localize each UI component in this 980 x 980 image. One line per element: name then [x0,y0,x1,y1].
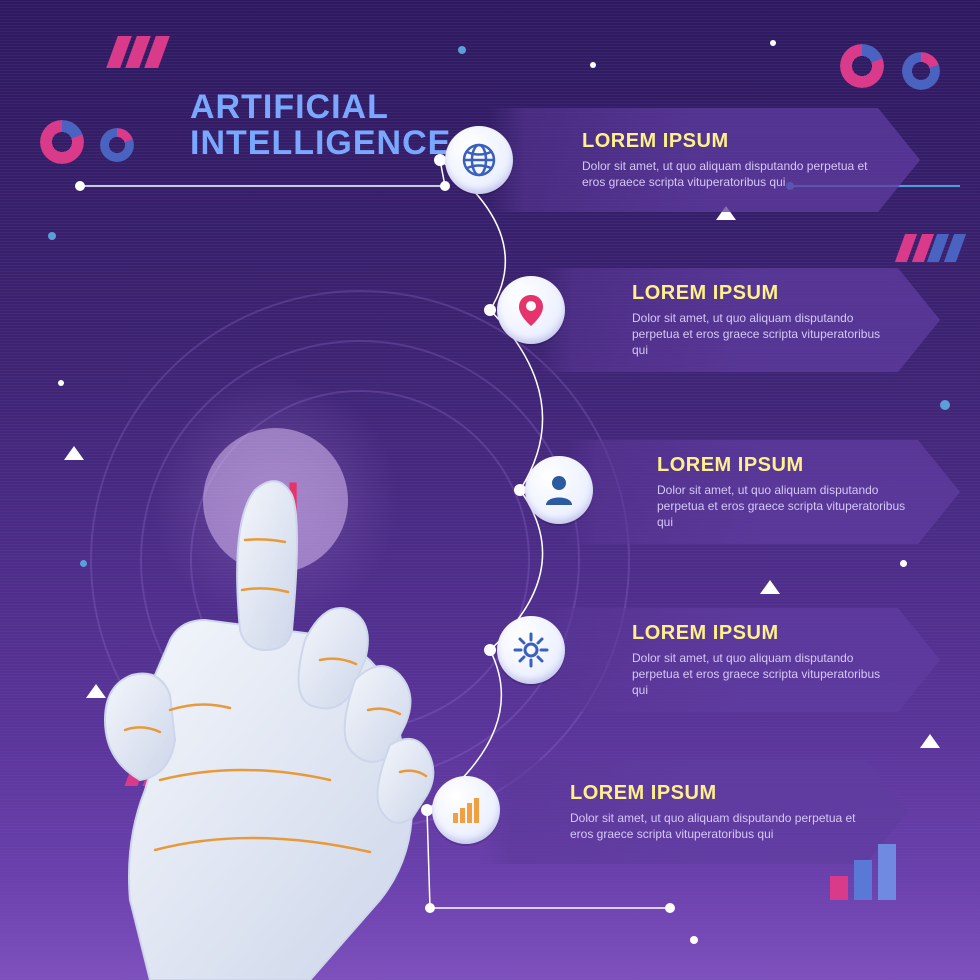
slash-bars-decoration [900,234,929,262]
pin-icon [497,276,565,344]
info-banner-1: LOREM IPSUM Dolor sit amet, ut quo aliqua… [540,268,940,372]
info-banner-2: LOREM IPSUM Dolor sit amet, ut quo aliqua… [565,440,960,544]
donut-decoration [40,120,84,164]
banner-text-block: LOREM IPSUM Dolor sit amet, ut quo aliqua… [540,622,940,699]
mini-chart-bar [854,860,872,900]
banner-heading: LOREM IPSUM [632,282,890,305]
dot-decoration [48,232,56,240]
donut-decoration [100,128,134,162]
dot-decoration [940,400,950,410]
banner-body: Dolor sit amet, ut quo aliquam disputand… [632,310,890,359]
mini-bar-chart [830,844,896,900]
banner-heading: LOREM IPSUM [657,454,910,477]
info-banner-0: LOREM IPSUM Dolor sit amet, ut quo aliqua… [490,108,920,212]
gear-icon [497,616,565,684]
banner-heading: LOREM IPSUM [632,622,890,645]
banner-text-block: LOREM IPSUM Dolor sit amet, ut quo aliqua… [565,454,960,531]
donut-decoration [902,52,940,90]
dot-decoration [690,936,698,944]
banner-heading: LOREM IPSUM [582,130,870,153]
robotic-hand-illustration [70,480,450,980]
title-line1: ARTIFICIAL [190,90,451,126]
mini-chart-bar [830,876,848,900]
dot-decoration [770,40,776,46]
banner-body: Dolor sit amet, ut quo aliquam disputand… [582,158,870,190]
triangle-decoration [64,446,84,460]
banner-body: Dolor sit amet, ut quo aliquam disputand… [632,650,890,699]
banner-body: Dolor sit amet, ut quo aliquam disputand… [657,482,910,531]
main-title: ARTIFICIAL INTELLIGENCE [190,90,451,161]
mini-chart-bar [878,844,896,900]
banner-text-block: LOREM IPSUM Dolor sit amet, ut quo aliqua… [490,130,920,190]
banner-heading: LOREM IPSUM [570,782,858,805]
infographic-canvas: ARTIFICIAL INTELLIGENCE AI LOREM IPSUMDo… [0,0,980,980]
slash-bars-decoration [112,36,164,68]
banner-body: Dolor sit amet, ut quo aliquam disputand… [570,810,858,842]
dot-decoration [58,380,64,386]
triangle-decoration [920,734,940,748]
donut-decoration [840,44,884,88]
globe-icon [445,126,513,194]
title-line2: INTELLIGENCE [190,126,451,162]
banner-text-block: LOREM IPSUM Dolor sit amet, ut quo aliqua… [540,282,940,359]
banner-text-block: LOREM IPSUM Dolor sit amet, ut quo aliqua… [478,782,908,842]
person-icon [525,456,593,524]
slash-bars-decoration [932,234,961,262]
dot-decoration [458,46,466,54]
dot-decoration [900,560,907,567]
dot-decoration [590,62,596,68]
info-banner-3: LOREM IPSUM Dolor sit amet, ut quo aliqua… [540,608,940,712]
triangle-decoration [760,580,780,594]
